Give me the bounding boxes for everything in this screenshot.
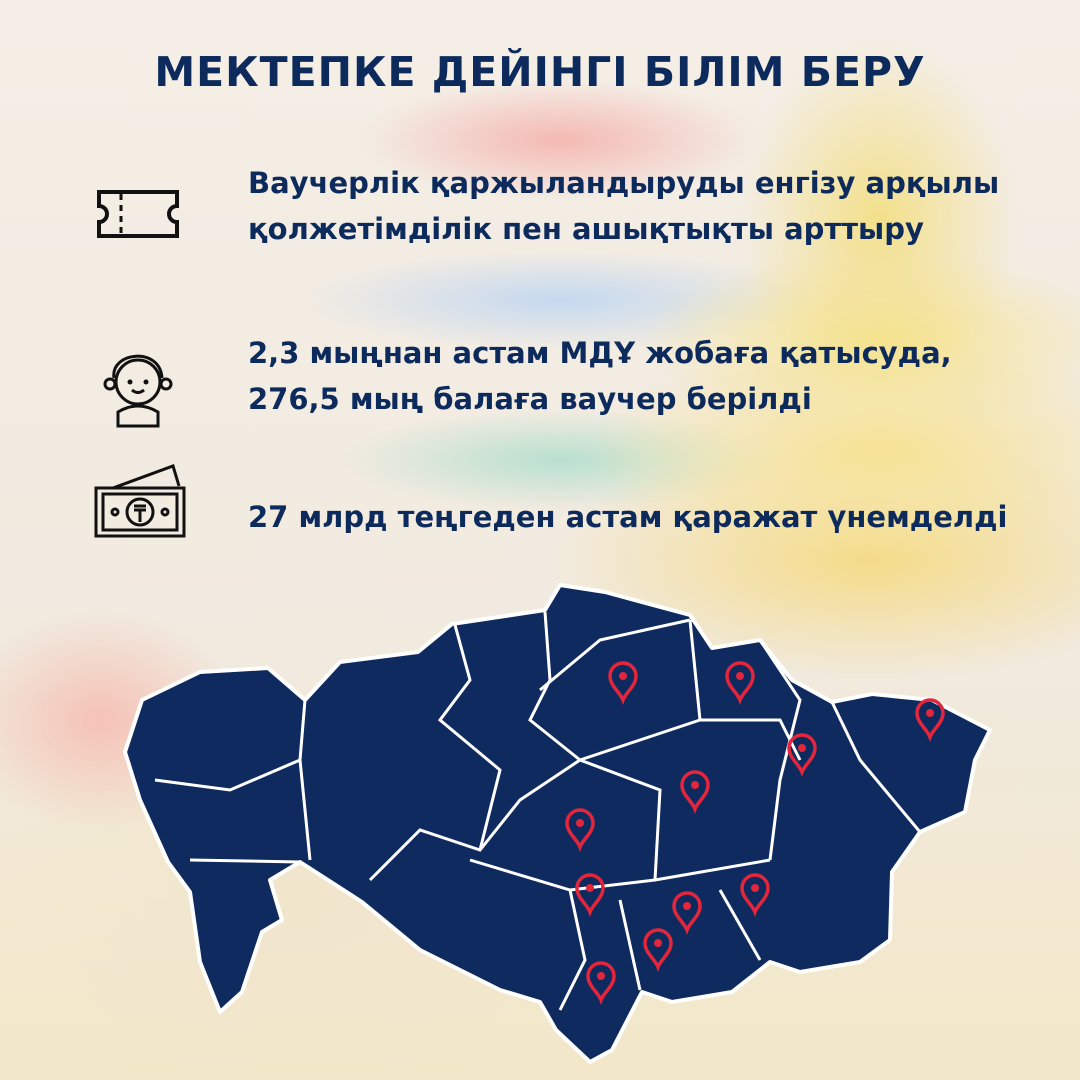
page-title: МЕКТЕПКЕ ДЕЙІНГІ БІЛІМ БЕРУ (154, 48, 926, 96)
location-pin-dot (654, 939, 662, 947)
location-pin-icon (740, 873, 770, 917)
map-outline (123, 583, 992, 1064)
location-pins (565, 661, 945, 1005)
location-pin-dot (926, 709, 934, 717)
location-pin-dot (597, 972, 605, 980)
region-borders (154, 611, 922, 1011)
location-pin-icon (575, 873, 605, 917)
kazakhstan-map (123, 583, 992, 1064)
location-pin-icon (680, 770, 710, 814)
location-pin-dot (751, 884, 759, 892)
location-pin-dot (736, 672, 744, 680)
location-pin-dot (576, 819, 584, 827)
location-pin-dot (683, 902, 691, 910)
child-icon (103, 354, 173, 428)
location-pin-dot (798, 744, 806, 752)
location-pin-icon (672, 891, 702, 935)
location-pin-icon (643, 928, 673, 972)
location-pin-icon (915, 698, 945, 742)
money-icon (94, 464, 186, 538)
voucher-text: Ваучерлік қаржыландыруды енгізу арқылы қ… (248, 166, 1000, 246)
participants-text: 2,3 мыңнан астам МДҰ жобаға қатысуда, 27… (248, 336, 952, 416)
location-pin-dot (691, 781, 699, 789)
location-pin-icon (608, 661, 638, 705)
location-pin-icon (725, 661, 755, 705)
ticket-icon (97, 190, 179, 238)
location-pin-dot (586, 884, 594, 892)
location-pin-dot (619, 672, 627, 680)
location-pin-icon (565, 808, 595, 852)
location-pin-icon (787, 733, 817, 777)
savings-text: 27 млрд теңгеден астам қаражат үнемделді (248, 500, 1008, 534)
location-pin-icon (586, 961, 616, 1005)
